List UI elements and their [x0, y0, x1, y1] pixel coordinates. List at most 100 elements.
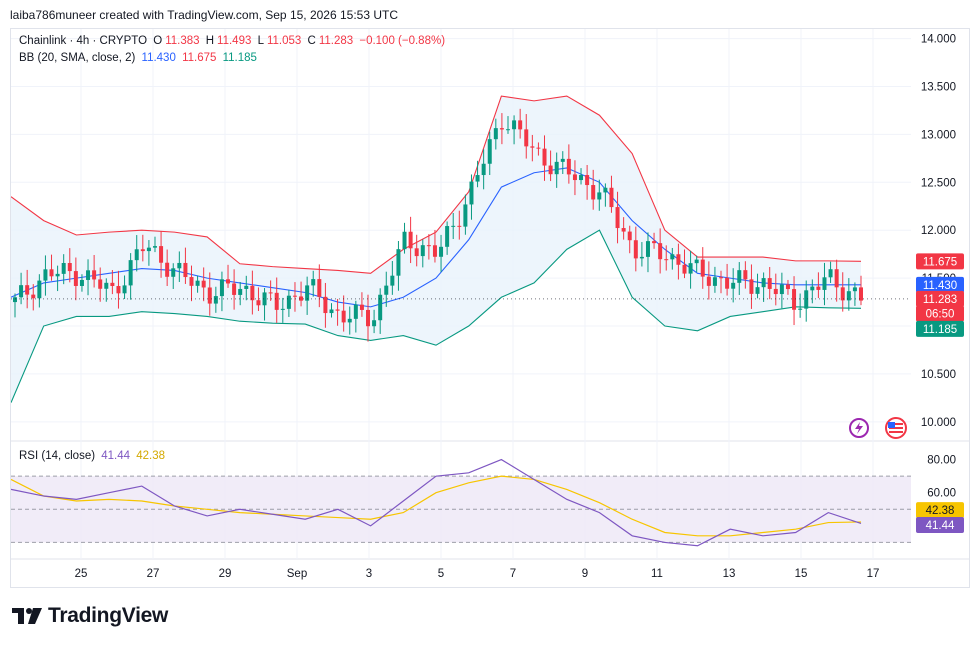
candle-body: [743, 270, 748, 280]
chart-container[interactable]: 14.00013.50013.00012.50012.00011.50011.0…: [10, 28, 970, 588]
time-label: 13: [723, 568, 736, 580]
time-label: 9: [582, 568, 588, 580]
candle-body: [256, 300, 261, 306]
bb-upper-value: 11.675: [182, 52, 217, 64]
change-value: −0.100 (−0.88%): [359, 35, 446, 47]
candle-body: [13, 297, 17, 303]
candle-body: [761, 278, 766, 288]
candle-body: [73, 271, 78, 286]
candle-body: [165, 262, 170, 277]
tradingview-logo[interactable]: TradingView: [12, 604, 168, 628]
candle-body: [140, 249, 145, 252]
candle-body: [323, 296, 328, 314]
candle-body: [755, 287, 760, 294]
candle-body: [572, 174, 577, 181]
candle-body: [19, 285, 24, 298]
bb-basis-line: [10, 167, 861, 308]
candle-body: [335, 309, 340, 311]
candle-body: [79, 279, 84, 286]
low-value: 11.053: [266, 35, 302, 47]
candle-body: [189, 277, 194, 286]
rsi-value: 41.44: [101, 450, 131, 462]
tradingview-logo-text: TradingView: [48, 604, 169, 627]
candle-body: [481, 163, 486, 176]
candle-body: [542, 148, 547, 166]
candle-body: [779, 284, 784, 295]
candle-body: [171, 268, 176, 277]
rsi-ma-value: 42.38: [136, 450, 166, 462]
candle-body: [396, 249, 401, 276]
price-tick-label: 13.000: [921, 129, 956, 141]
candle-body: [268, 292, 273, 294]
candle-body: [767, 278, 772, 289]
candle-body: [785, 284, 790, 290]
candle-body: [195, 280, 200, 286]
chart-credit: laiba786muneer created with TradingView.…: [10, 8, 399, 22]
candle-body: [603, 187, 608, 193]
candle-body: [92, 270, 97, 280]
candle-body: [378, 294, 383, 321]
candle-body: [499, 128, 504, 130]
candle-body: [146, 247, 151, 252]
candle-body: [700, 259, 705, 277]
bb-upper-line: [10, 95, 862, 274]
candle-body: [706, 276, 711, 286]
candle-body: [280, 308, 285, 310]
tradingview-logo-icon: [12, 608, 42, 624]
symbol-legend: Chainlink · 4h · CRYPTO O 11.383 H 11.493 …: [19, 35, 448, 47]
candle-body: [414, 248, 419, 257]
bb-lower-value: 11.185: [222, 52, 257, 64]
bb-label: BB (20, SMA, close, 2): [19, 52, 136, 64]
rsi-badge-label: 42.38: [926, 505, 955, 517]
time-label: 11: [651, 568, 663, 580]
candle-body: [658, 243, 663, 260]
candle-body: [317, 279, 322, 297]
candle-body: [554, 161, 559, 175]
candle-body: [840, 287, 845, 301]
candle-body: [67, 263, 72, 272]
rsi-badge: [916, 517, 964, 534]
candle-body: [548, 165, 553, 175]
candle-body: [591, 185, 596, 200]
rsi-line: [10, 458, 862, 547]
candle-body: [445, 226, 450, 247]
lightning-icon[interactable]: [849, 418, 869, 438]
high-label: H: [205, 35, 215, 47]
candle-body: [530, 146, 535, 148]
open-value: 11.383: [165, 35, 200, 47]
candle-body: [201, 280, 206, 288]
price-badge: [916, 290, 964, 307]
chart-canvas[interactable]: 14.00013.50013.00012.50012.00011.50011.0…: [10, 29, 969, 587]
symbol-name[interactable]: Chainlink · 4h · CRYPTO: [19, 35, 148, 47]
candle-body: [104, 282, 109, 289]
candle-body: [451, 225, 456, 227]
flag-usa-icon[interactable]: [884, 417, 908, 439]
candle-body: [773, 288, 778, 295]
close-label: C: [307, 35, 316, 47]
candle-body: [219, 279, 224, 297]
candle-body: [37, 280, 42, 299]
price-tick-label: 10.500: [921, 369, 956, 381]
candle-body: [329, 309, 334, 314]
candle-body: [244, 285, 249, 289]
rsi-legend[interactable]: RSI (14, close) 41.44 42.38: [19, 450, 168, 462]
candle-body: [816, 286, 821, 290]
candle-body: [152, 246, 157, 248]
candle-body: [731, 282, 736, 289]
candle-body: [682, 264, 687, 274]
candle-body: [274, 292, 279, 310]
candle-body: [670, 254, 675, 260]
candle-body: [645, 241, 650, 257]
candle-body: [585, 175, 590, 186]
candle-body: [408, 231, 413, 249]
candle-body: [31, 294, 36, 299]
candle-body: [426, 245, 431, 247]
candle-body: [86, 270, 91, 280]
time-label: 7: [510, 568, 516, 580]
time-label: 17: [867, 568, 880, 580]
candle-body: [749, 279, 754, 294]
candle-body: [536, 147, 541, 149]
candle-body: [122, 285, 127, 294]
candle-body: [402, 231, 407, 250]
bb-legend[interactable]: BB (20, SMA, close, 2) 11.430 11.675 11.…: [19, 52, 260, 64]
